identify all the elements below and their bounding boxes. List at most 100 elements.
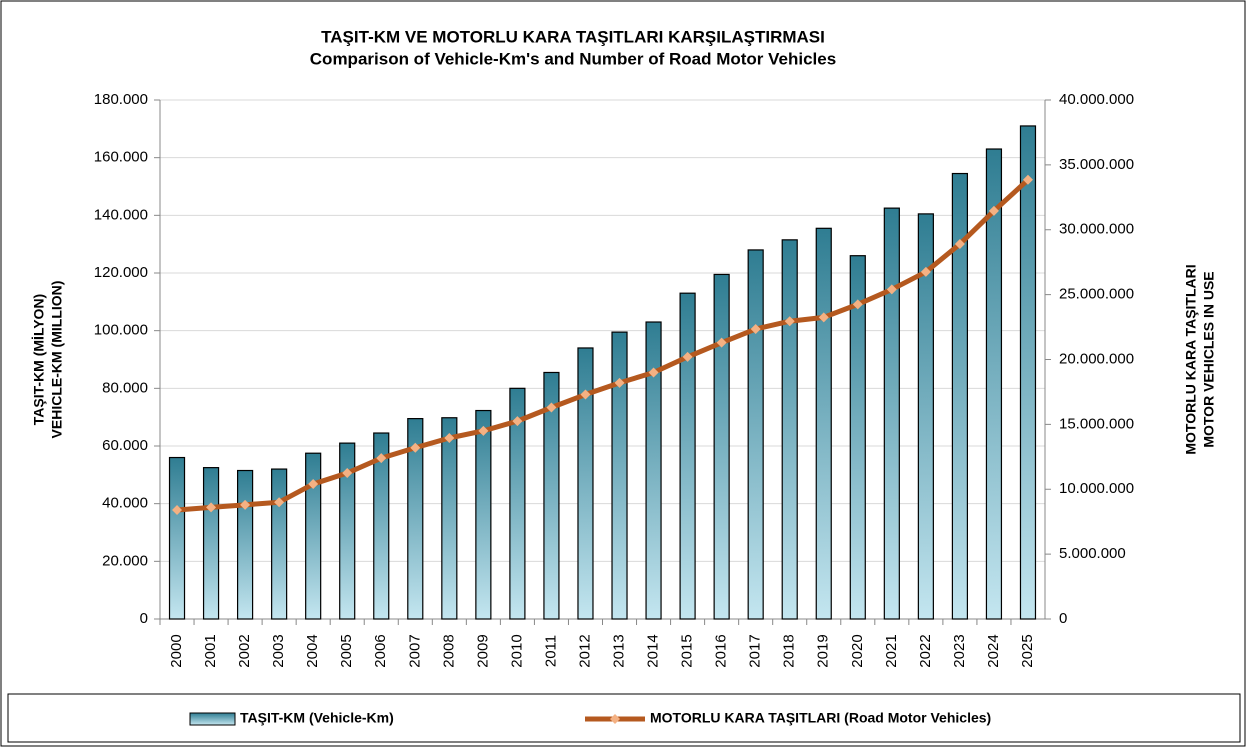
y-tick-label: 100.000	[94, 322, 148, 339]
bar	[747, 249, 764, 620]
legend-label: TAŞIT-KM (Vehicle-Km)	[240, 710, 394, 726]
bar	[1019, 125, 1037, 620]
bar	[509, 387, 526, 620]
chart-subtitle: Comparison of Vehicle-Km's and Number of…	[310, 49, 836, 68]
line-marker	[954, 239, 965, 250]
line	[176, 177, 1030, 513]
line-marker	[648, 367, 659, 378]
y2-axis-title: MOTOR VEHICLES IN USE	[1201, 271, 1217, 447]
x-tick-label: 2022	[917, 634, 934, 667]
x-tick-label: 2002	[236, 634, 253, 667]
line-marker	[614, 377, 625, 388]
bar	[781, 239, 798, 620]
x-tick-label: 2005	[338, 634, 355, 667]
y-tick-label: 20.000	[102, 552, 148, 569]
x-tick-label: 2008	[440, 634, 457, 667]
bar	[543, 371, 560, 620]
bar	[883, 207, 900, 620]
legend-marker	[610, 714, 620, 724]
y-tick-label: 40.000	[102, 495, 148, 512]
line-marker	[478, 425, 489, 436]
line-marker	[920, 266, 931, 277]
x-tick-label: 2023	[951, 634, 968, 667]
bar	[849, 255, 866, 620]
y2-tick-label: 35.000.000	[1059, 156, 1134, 173]
bar	[236, 469, 254, 620]
line-marker	[750, 324, 761, 335]
legend-box	[7, 693, 1241, 743]
x-tick-label: 2025	[1019, 634, 1036, 667]
x-tick-label: 2020	[849, 634, 866, 667]
line-marker	[206, 502, 217, 513]
y-tick-label: 160.000	[94, 149, 148, 166]
y2-tick-label: 40.000.000	[1059, 91, 1134, 108]
y-tick-label: 120.000	[94, 264, 148, 281]
bar	[951, 172, 969, 620]
y2-tick-label: 0	[1059, 610, 1067, 627]
x-tick-label: 2013	[610, 634, 627, 667]
legend-swatch	[189, 712, 236, 726]
bar	[202, 467, 220, 620]
line-marker	[852, 299, 863, 310]
x-tick-label: 2016	[713, 634, 730, 667]
x-tick-label: 2001	[202, 634, 219, 667]
bar	[271, 468, 288, 620]
x-tick-label: 2017	[747, 634, 764, 667]
line-marker	[988, 205, 999, 216]
line-marker	[818, 312, 829, 323]
x-tick-label: 2006	[372, 634, 389, 667]
x-tick-label: 2011	[542, 635, 559, 667]
line-marker	[716, 337, 727, 348]
line-marker	[784, 316, 795, 327]
bar	[645, 321, 662, 620]
x-tick-label: 2007	[406, 634, 423, 667]
bar	[917, 213, 934, 620]
line-marker	[580, 389, 591, 400]
line-marker	[342, 468, 353, 479]
x-tick-label: 2015	[679, 634, 696, 667]
y2-tick-label: 10.000.000	[1059, 480, 1134, 497]
y2-tick-label: 30.000.000	[1059, 221, 1134, 238]
x-tick-label: 2000	[168, 634, 185, 667]
y2-tick-label: 15.000.000	[1059, 415, 1134, 432]
line-marker	[682, 351, 693, 362]
y-tick-label: 60.000	[102, 437, 148, 454]
y2-tick-label: 25.000.000	[1059, 286, 1134, 303]
x-tick-label: 2009	[474, 634, 491, 667]
chart-title: TAŞIT-KM VE MOTORLU KARA TAŞITLARI KARŞI…	[321, 27, 825, 46]
bar	[815, 227, 832, 620]
x-tick-label: 2018	[781, 634, 798, 667]
y2-tick-label: 20.000.000	[1059, 350, 1134, 367]
line-marker	[308, 479, 319, 490]
line-marker	[444, 432, 455, 443]
y-tick-label: 140.000	[94, 206, 148, 223]
bar	[373, 432, 390, 620]
bar	[339, 442, 356, 620]
line-marker	[512, 416, 523, 427]
x-tick-label: 2024	[985, 634, 1002, 667]
bar	[441, 417, 458, 620]
bar	[713, 273, 730, 620]
x-tick-label: 2004	[304, 634, 321, 667]
x-tick-label: 2019	[815, 634, 832, 667]
line-marker	[1022, 174, 1033, 185]
legend-label: MOTORLU KARA TAŞITLARI (Road Motor Vehic…	[650, 710, 991, 726]
line-marker	[410, 442, 421, 453]
x-tick-label: 2010	[508, 634, 525, 667]
line-marker	[274, 497, 285, 508]
bar	[407, 418, 424, 620]
line-marker	[376, 453, 387, 464]
y-tick-label: 0	[140, 610, 148, 627]
bar	[577, 347, 594, 620]
line-marker	[172, 505, 183, 516]
bar	[679, 292, 696, 620]
y2-tick-label: 5.000.000	[1059, 545, 1126, 562]
x-tick-label: 2003	[270, 634, 287, 667]
y-axis-title: TAŞIT-KM (MİLYON)	[31, 294, 47, 425]
line-marker	[546, 402, 557, 413]
bar	[305, 452, 322, 620]
y-tick-label: 180.000	[94, 91, 148, 108]
y-tick-label: 80.000	[102, 379, 148, 396]
